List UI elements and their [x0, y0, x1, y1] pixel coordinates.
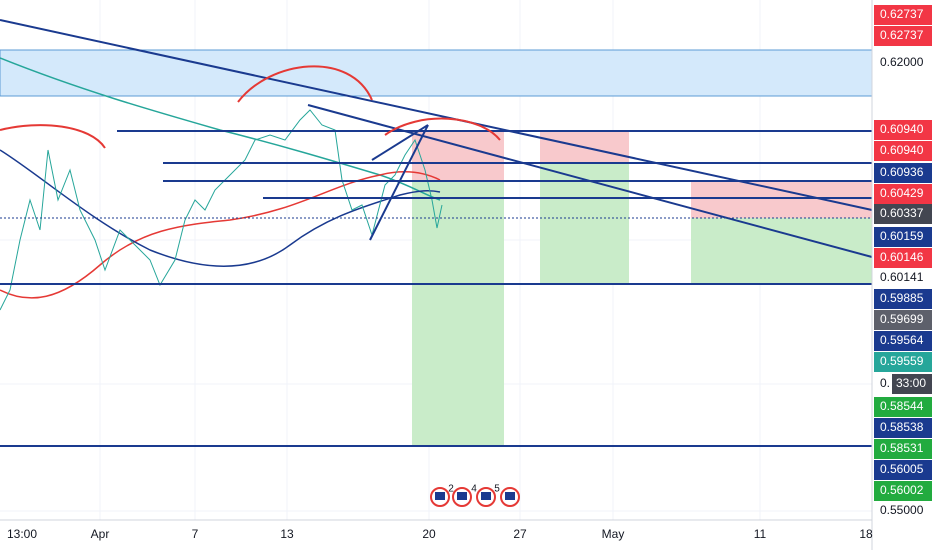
price-label-bg [874, 163, 932, 183]
price-label-bg [874, 289, 932, 309]
flag [457, 492, 467, 500]
price-label: 0.62737 [880, 28, 924, 42]
price-label-bg [874, 141, 932, 161]
zone [0, 49, 873, 97]
price-label: 0.58538 [880, 420, 924, 434]
price-label-bg [874, 227, 932, 247]
time-label: 13 [280, 527, 294, 541]
price-label-bg [874, 120, 932, 140]
price-label: 0.56005 [880, 462, 924, 476]
moving-averages [0, 57, 441, 299]
time-label: 13:00 [7, 527, 37, 541]
price-label: 0. [880, 376, 890, 390]
price-label-bg [874, 204, 932, 224]
event-icons: 2 4 5 [430, 484, 520, 507]
flag [435, 492, 445, 500]
time-label: 7 [192, 527, 199, 541]
price-label: 0.60141 [880, 270, 924, 284]
price-label: 0.58544 [880, 399, 924, 413]
time-label: 20 [422, 527, 436, 541]
price-label-bg [874, 310, 932, 330]
price-label: 0.56002 [880, 483, 924, 497]
time-scale: 13:00 Apr 7 13 20 27 May 11 18 [7, 527, 873, 541]
price-label: 0.60940 [880, 143, 924, 157]
price-label: 0.60337 [880, 206, 924, 220]
price-label-bg [874, 439, 932, 459]
time-label: May [602, 527, 625, 541]
price-label: 0.62737 [880, 7, 924, 21]
countdown-bg [892, 374, 932, 394]
price-label-bg [874, 5, 932, 25]
time-label: Apr [91, 527, 110, 541]
price-label: 0.60940 [880, 122, 924, 136]
price-label: 0.58531 [880, 441, 924, 455]
price-label: 0.60159 [880, 229, 924, 243]
drawings [0, 19, 873, 447]
price-label: 0.62000 [880, 55, 924, 69]
event-count: 5 [494, 484, 500, 495]
time-label: 18 [859, 527, 873, 541]
price-label-bg [874, 418, 932, 438]
positions [412, 131, 872, 446]
event-count: 4 [471, 484, 477, 495]
flag [481, 492, 491, 500]
price-label-bg [874, 184, 932, 204]
price-label: 0.59885 [880, 291, 924, 305]
price-label: 0.59564 [880, 333, 924, 347]
countdown: 33:00 [896, 376, 926, 390]
price-scale: 0.62737 0.62737 0.62000 0.60940 0.60940 0.609… [874, 5, 932, 517]
price-label: 0.60429 [880, 186, 924, 200]
price-label-bg [874, 460, 932, 480]
price-label: 0.59559 [880, 354, 924, 368]
price-label-bg [874, 352, 932, 372]
price-label-bg [874, 248, 932, 268]
price-label-bg [874, 26, 932, 46]
price-label: 0.60936 [880, 165, 924, 179]
arcs [0, 65, 501, 149]
event-count: 2 [448, 484, 454, 495]
price-label-bg [874, 397, 932, 417]
flag [505, 492, 515, 500]
price-label-bg [874, 481, 932, 501]
price-label-bg [874, 331, 932, 351]
time-label: 11 [754, 527, 767, 541]
time-label: 27 [513, 527, 527, 541]
price-label: 0.55000 [880, 503, 924, 517]
price-label: 0.59699 [880, 312, 924, 326]
price-label: 0.60146 [880, 250, 924, 264]
